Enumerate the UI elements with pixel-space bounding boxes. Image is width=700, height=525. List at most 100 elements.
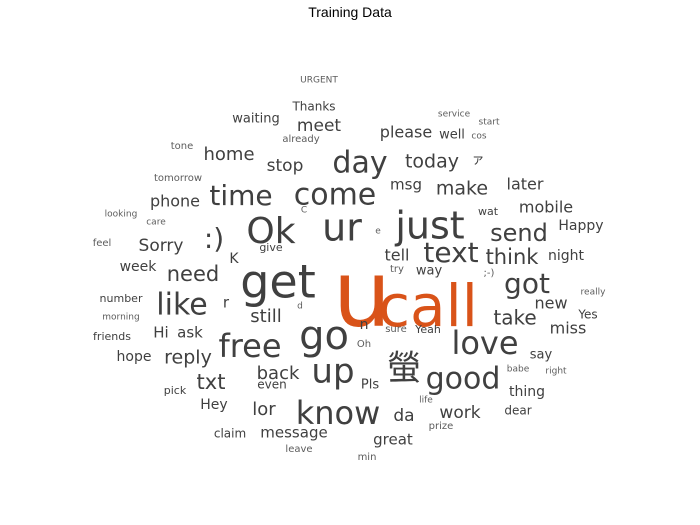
word-24: make: [436, 178, 488, 200]
word-97: C: [301, 206, 307, 216]
word-28: home: [203, 144, 254, 165]
word-6: Ok: [246, 211, 295, 252]
word-57: waiting: [232, 112, 279, 127]
word-23: today: [405, 151, 459, 173]
word-86: start: [479, 118, 500, 128]
word-29: stop: [267, 156, 304, 176]
word-58: Pls: [361, 378, 379, 393]
word-61: say: [530, 348, 553, 363]
word-42: miss: [550, 319, 587, 338]
word-91: morning: [102, 313, 139, 323]
word-39: later: [507, 175, 544, 194]
word-22: think: [486, 245, 540, 269]
word-13: day: [332, 146, 387, 181]
word-65: dear: [504, 404, 531, 418]
word-43: tell: [384, 246, 409, 265]
word-19: :): [204, 222, 224, 255]
word-56: way: [416, 264, 443, 279]
word-53: Hey: [200, 397, 227, 413]
word-87: cos: [471, 132, 486, 142]
word-62: well: [439, 128, 465, 143]
word-50: Happy: [558, 218, 603, 234]
chart-title: Training Data: [308, 4, 392, 20]
word-68: number: [100, 292, 143, 305]
word-46: ask: [177, 324, 203, 342]
word-90: right: [545, 367, 567, 377]
word-33: da: [393, 406, 414, 426]
word-85: service: [438, 110, 471, 120]
word-74: pick: [164, 384, 187, 397]
word-12: come: [294, 178, 377, 213]
word-41: new: [534, 294, 567, 313]
word-49: great: [373, 431, 413, 449]
word-72: Yeah: [414, 323, 441, 336]
word-69: friends: [93, 330, 131, 343]
word-70: give: [259, 241, 283, 254]
word-84: ;-): [484, 268, 495, 279]
word-10: free: [218, 327, 281, 365]
word-52: week: [120, 259, 158, 275]
word-54: hope: [117, 349, 152, 365]
word-36: Sorry: [139, 236, 184, 256]
word-2: get: [240, 255, 316, 309]
word-83: Oh: [357, 339, 371, 350]
word-7: know: [296, 394, 381, 432]
word-20: send: [490, 219, 548, 247]
word-38: please: [380, 123, 432, 142]
word-37: phone: [150, 192, 200, 211]
word-26: reply: [164, 347, 212, 369]
word-15: like: [156, 288, 207, 323]
word-34: work: [439, 403, 480, 423]
word-0: u: [333, 240, 391, 347]
word-60: K: [229, 251, 239, 267]
word-3: go: [299, 313, 349, 359]
word-67: Yes: [577, 308, 597, 322]
word-63: Thanks: [291, 100, 335, 114]
word-93: care: [146, 218, 166, 228]
word-81: leave: [285, 444, 312, 455]
word-11: love: [451, 324, 518, 362]
word-99: d: [297, 302, 303, 312]
word-4: ur: [322, 206, 362, 250]
word-5: just: [394, 204, 464, 248]
word-55: thing: [509, 384, 545, 400]
word-32: lor: [252, 399, 276, 420]
word-78: tone: [171, 141, 194, 152]
word-80: prize: [429, 421, 454, 432]
word-89: babe: [507, 365, 530, 375]
word-16: text: [423, 236, 478, 269]
word-17: time: [209, 179, 272, 212]
word-98: e: [375, 227, 381, 237]
word-92: looking: [105, 210, 138, 220]
word-64: claim: [214, 427, 246, 441]
word-45: Hi: [153, 324, 168, 342]
word-9: 螢: [387, 349, 421, 389]
word-14: good: [426, 362, 501, 397]
word-18: got: [504, 267, 550, 300]
word-71: tomorrow: [154, 173, 202, 184]
word-21: need: [167, 262, 219, 286]
word-47: r: [223, 294, 230, 312]
word-35: meet: [297, 116, 341, 136]
word-30: back: [257, 363, 300, 384]
word-27: txt: [197, 370, 226, 394]
word-59: n: [360, 317, 369, 333]
word-1: call: [378, 272, 478, 340]
word-96: ァ: [471, 153, 484, 168]
word-82: min: [358, 452, 377, 463]
word-44: msg: [390, 176, 422, 194]
word-31: still: [250, 306, 281, 327]
word-66: even: [257, 378, 286, 392]
word-25: take: [493, 306, 536, 330]
word-94: life: [419, 396, 433, 406]
word-51: night: [548, 248, 585, 264]
word-75: sure: [385, 324, 407, 335]
word-79: already: [282, 134, 319, 145]
word-95: URGENT: [300, 76, 338, 86]
word-40: mobile: [519, 198, 573, 217]
word-73: wat: [478, 205, 499, 218]
word-76: try: [390, 264, 404, 275]
word-48: message: [260, 424, 327, 442]
word-88: really: [581, 288, 607, 298]
